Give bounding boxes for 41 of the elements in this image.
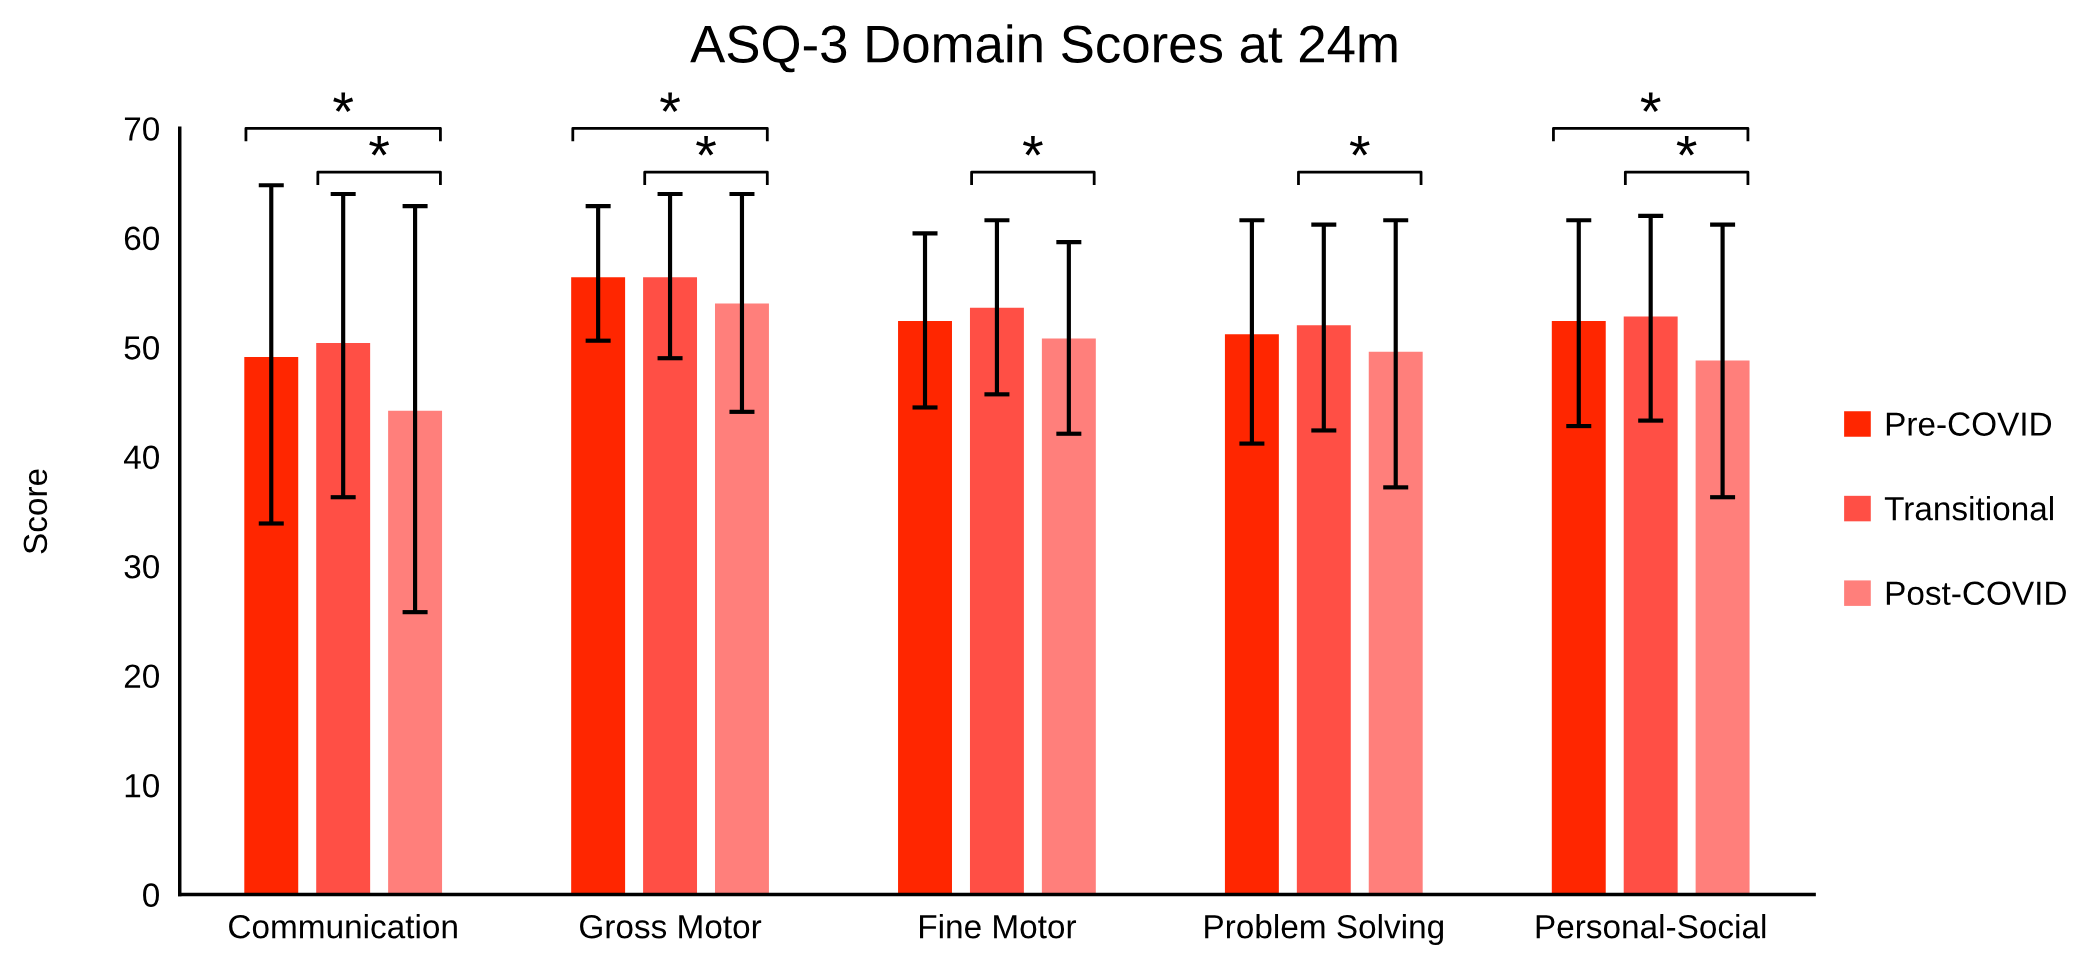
bar (1695, 360, 1750, 895)
bar (316, 342, 371, 895)
legend-label: Pre-COVID (1886, 412, 2052, 436)
annotation: * (369, 136, 390, 156)
bar (1296, 325, 1351, 895)
x-tick-label: Communication (229, 914, 457, 939)
bar (969, 307, 1024, 895)
annotation: * (1349, 136, 1370, 156)
y-tick-label: 50 (124, 336, 159, 360)
text: * (660, 92, 680, 112)
x-tick-label: Problem Solving (1205, 914, 1444, 946)
bar (388, 410, 443, 895)
bar (1551, 320, 1606, 895)
y-tick-label: 60 (124, 226, 159, 251)
legend-label: Post-COVID (1886, 581, 2066, 606)
y-tick-label: 40 (123, 445, 159, 470)
annotation: * (1676, 136, 1697, 156)
x-tick-label: Personal-Social (1536, 914, 1766, 939)
x-tick-label: Gross Motor (580, 914, 762, 939)
annotation: * (696, 136, 716, 156)
bar (1224, 334, 1279, 895)
bar (571, 277, 626, 895)
y-tick-label: 30 (124, 554, 159, 579)
y-tick-label: 20 (124, 664, 159, 689)
bar (1623, 316, 1678, 895)
legend-label: Transitional (1884, 496, 2053, 521)
y-axis-title: Score (23, 469, 48, 554)
text: * (333, 92, 354, 112)
bar (715, 303, 769, 895)
y-tick-label: 0 (143, 883, 159, 907)
text: * (1640, 92, 1661, 112)
bar (1041, 338, 1096, 895)
y-tick-label: 10 (125, 773, 159, 798)
bar (898, 320, 952, 895)
bar (1368, 351, 1423, 895)
annotation: * (1022, 136, 1043, 156)
x-tick-label: Fine Motor (920, 914, 1077, 939)
chart-title: ASQ-3 Domain Scores at 24m (690, 24, 1397, 73)
bar (643, 277, 698, 895)
bar (244, 357, 299, 895)
y-tick-label: 70 (124, 117, 159, 141)
